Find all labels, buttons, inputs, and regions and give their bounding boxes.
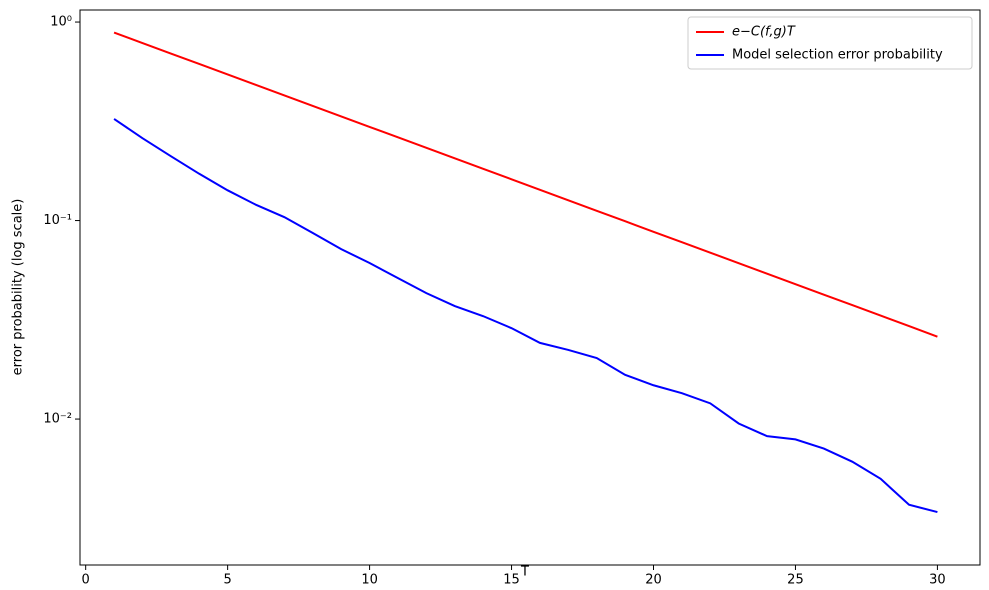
plot-frame <box>79 9 981 566</box>
x-tick-label: 15 <box>503 573 520 588</box>
x-tick-label: 5 <box>223 573 231 588</box>
x-tick-label: 20 <box>645 573 662 588</box>
x-tick-label: 30 <box>929 573 946 588</box>
legend-label: Model selection error probability <box>732 48 943 63</box>
x-tick-label: 0 <box>82 573 90 588</box>
y-axis-label: error probability (log scale) <box>11 199 26 376</box>
x-tick-label: 10 <box>361 573 378 588</box>
legend-box <box>687 16 973 70</box>
y-tick-label: 10⁰ <box>50 15 72 30</box>
x-tick-label: 25 <box>787 573 804 588</box>
y-tick-label: 10⁻¹ <box>43 213 72 228</box>
legend-label: e−C(f,g)T <box>732 25 796 40</box>
series-line <box>113 118 938 514</box>
y-tick-label: 10⁻² <box>43 412 72 427</box>
series-line <box>113 31 938 338</box>
x-axis-label: T <box>520 565 529 580</box>
